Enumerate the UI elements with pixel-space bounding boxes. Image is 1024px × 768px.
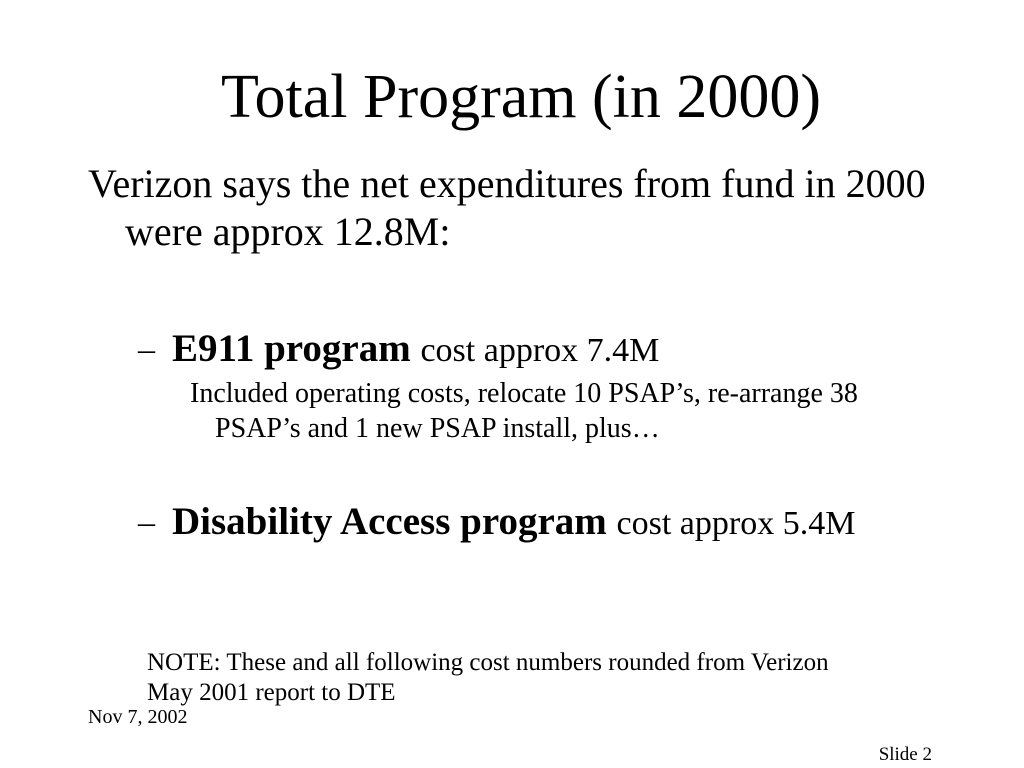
bullet-dash: – <box>138 331 155 368</box>
note-line-1: NOTE: These and all following cost numbe… <box>147 649 829 676</box>
bullet-item-e911: E911 program cost approx 7.4M <box>172 329 659 368</box>
slide-number: Slide 2 <box>878 744 932 765</box>
bullet-item-cost: cost approx 5.4M <box>616 505 856 542</box>
body-text-line-2: were approx 12.8M: <box>125 209 451 254</box>
bullet-item-bold-label: E911 program <box>172 327 411 370</box>
bullet-item-cost: cost approx 7.4M <box>420 332 660 369</box>
note-line-2: May 2001 report to DTE <box>147 679 396 706</box>
bullet-item-bold-label: Disability Access program <box>172 500 607 543</box>
slide-title: Total Program (in 2000) <box>220 63 822 131</box>
bullet-detail-line-1: Included operating costs, relocate 10 PS… <box>190 378 858 409</box>
body-text-line-1: Verizon says the net expenditures from f… <box>88 161 926 206</box>
footer-date: Nov 7, 2002 <box>88 706 188 728</box>
bullet-item-disability-access: Disability Access program cost approx 5.… <box>172 502 855 541</box>
bullet-detail-line-2: PSAP’s and 1 new PSAP install, plus… <box>215 413 660 444</box>
bullet-dash: – <box>138 504 155 541</box>
